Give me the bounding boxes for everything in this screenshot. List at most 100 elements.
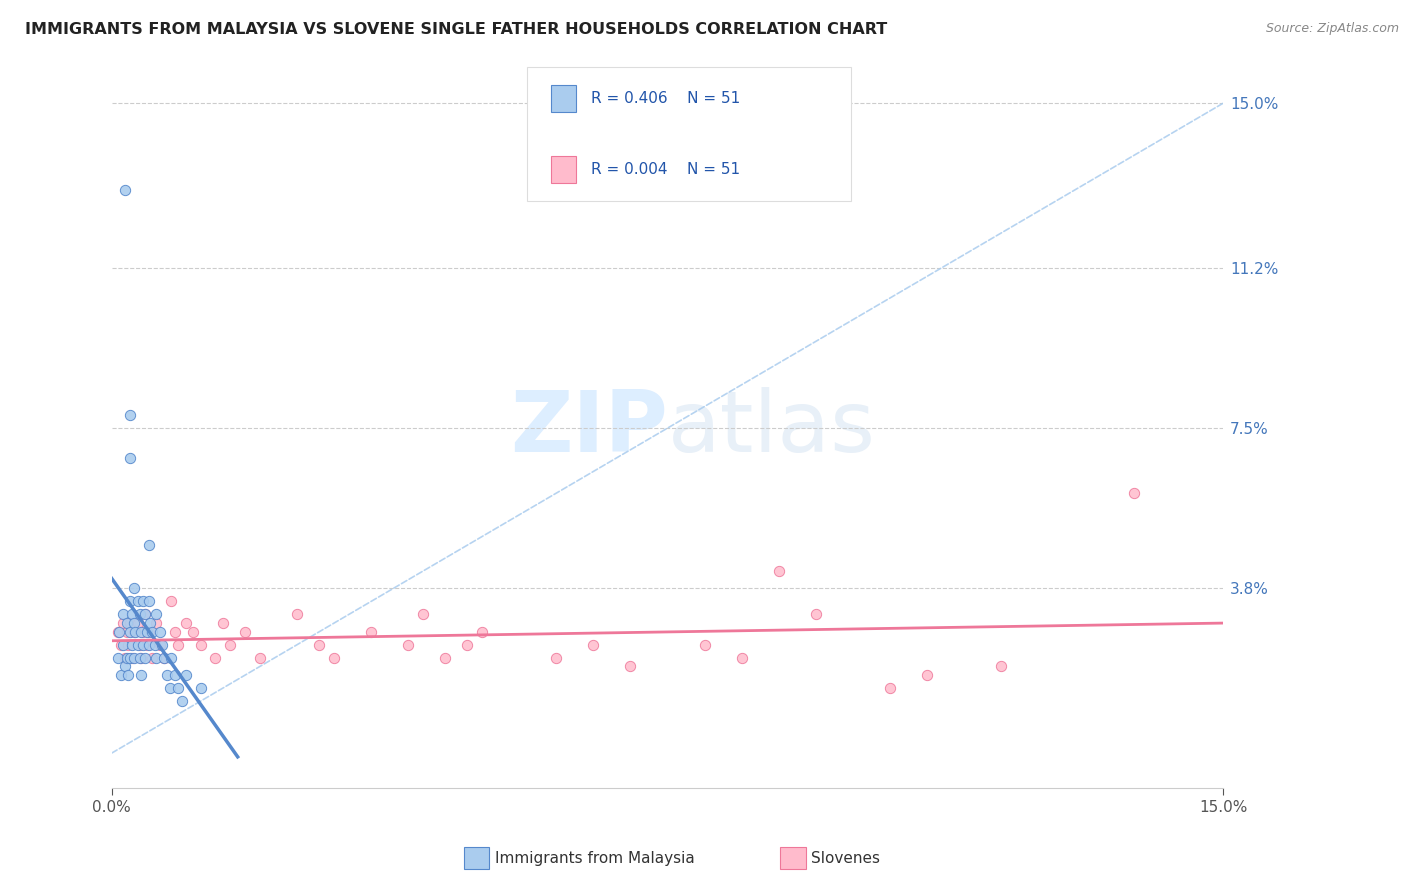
Point — [150, 638, 173, 652]
Text: Slovenes: Slovenes — [811, 851, 880, 865]
Point — [160, 650, 183, 665]
Point — [249, 650, 271, 665]
Point — [107, 624, 129, 639]
Point — [122, 582, 145, 596]
Point — [120, 650, 142, 665]
Point — [115, 624, 138, 639]
Point — [204, 650, 226, 665]
Point — [143, 638, 166, 652]
Text: ZIP: ZIP — [510, 386, 668, 469]
Point — [879, 681, 901, 695]
Point — [138, 594, 160, 608]
Point — [120, 616, 142, 631]
Text: R = 0.406    N = 51: R = 0.406 N = 51 — [591, 91, 740, 105]
Point — [159, 681, 181, 695]
Point — [152, 650, 174, 665]
Point — [115, 616, 138, 631]
Point — [124, 624, 146, 639]
Point — [136, 624, 159, 639]
Point — [111, 607, 134, 622]
Text: Immigrants from Malaysia: Immigrants from Malaysia — [495, 851, 695, 865]
Point — [160, 594, 183, 608]
Point — [111, 638, 134, 652]
Point — [138, 638, 160, 652]
Point — [149, 624, 172, 639]
Point — [132, 594, 155, 608]
Point — [131, 650, 153, 665]
Point — [134, 607, 156, 622]
Point — [915, 668, 938, 682]
Point — [107, 650, 129, 665]
Point — [167, 638, 190, 652]
Point — [546, 650, 568, 665]
Point — [619, 659, 641, 673]
Point — [434, 650, 457, 665]
Point — [412, 607, 434, 622]
Point — [127, 594, 149, 608]
Point — [190, 638, 212, 652]
Point — [471, 624, 494, 639]
Point — [110, 638, 132, 652]
Point — [730, 650, 752, 665]
Point — [138, 624, 160, 639]
Point — [172, 694, 194, 708]
Point — [149, 638, 172, 652]
Point — [132, 638, 155, 652]
Point — [128, 607, 150, 622]
Point — [219, 638, 242, 652]
Point — [156, 668, 179, 682]
Point — [122, 624, 145, 639]
Point — [174, 616, 197, 631]
Point — [122, 650, 145, 665]
Point — [141, 624, 163, 639]
Point — [115, 650, 138, 665]
Text: R = 0.004    N = 51: R = 0.004 N = 51 — [591, 162, 740, 177]
Point — [127, 616, 149, 631]
Text: atlas: atlas — [668, 386, 876, 469]
Point — [108, 624, 131, 639]
Point — [128, 638, 150, 652]
Point — [174, 668, 197, 682]
Point — [145, 607, 167, 622]
Point — [114, 659, 136, 673]
Point — [163, 668, 186, 682]
Point — [136, 638, 159, 652]
Point — [1123, 486, 1146, 500]
Point — [456, 638, 478, 652]
Point — [120, 624, 142, 639]
Point — [121, 638, 143, 652]
Point — [120, 408, 142, 422]
Point — [122, 616, 145, 631]
Point — [121, 650, 143, 665]
Text: Source: ZipAtlas.com: Source: ZipAtlas.com — [1265, 22, 1399, 36]
Point — [233, 624, 256, 639]
Point — [114, 183, 136, 197]
Point — [141, 650, 163, 665]
Point — [121, 607, 143, 622]
Point — [163, 624, 186, 639]
Point — [768, 564, 790, 578]
Point — [396, 638, 419, 652]
Point — [110, 668, 132, 682]
Text: IMMIGRANTS FROM MALAYSIA VS SLOVENE SINGLE FATHER HOUSEHOLDS CORRELATION CHART: IMMIGRANTS FROM MALAYSIA VS SLOVENE SING… — [25, 22, 887, 37]
Point — [582, 638, 605, 652]
Point — [285, 607, 308, 622]
Point — [190, 681, 212, 695]
Point — [131, 624, 153, 639]
Point — [134, 650, 156, 665]
Point — [120, 451, 142, 466]
Point — [127, 638, 149, 652]
Point — [693, 638, 716, 652]
Point — [181, 624, 204, 639]
Point — [117, 638, 139, 652]
Point — [145, 650, 167, 665]
Point — [990, 659, 1012, 673]
Point — [117, 668, 139, 682]
Point — [212, 616, 235, 631]
Point — [131, 668, 153, 682]
Point — [134, 607, 156, 622]
Point — [145, 616, 167, 631]
Point — [323, 650, 346, 665]
Point — [167, 681, 190, 695]
Point — [139, 616, 162, 631]
